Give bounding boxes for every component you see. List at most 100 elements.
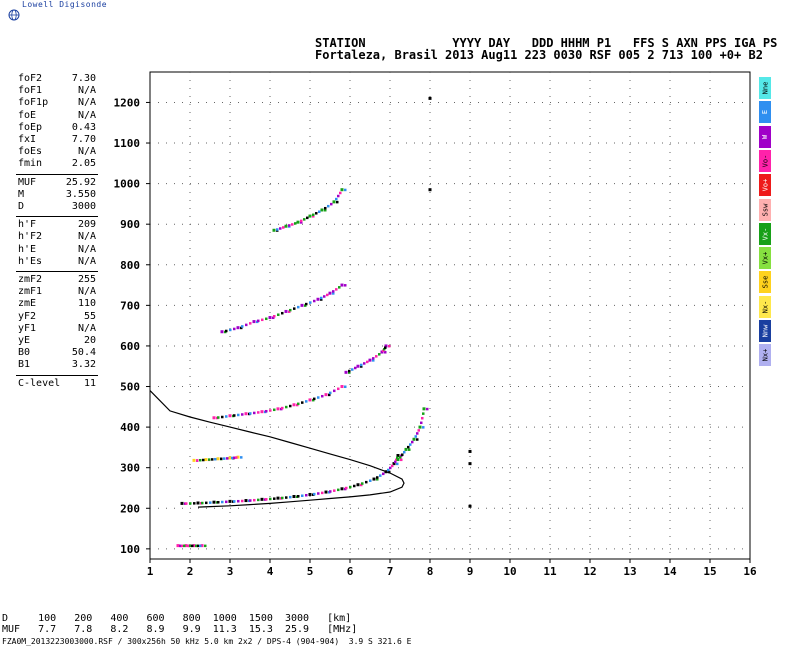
echo-point [276, 496, 280, 500]
echo-point [369, 479, 372, 482]
param-row: yF2 55 [18, 311, 96, 323]
echo-point [292, 403, 296, 407]
echo-point [388, 470, 391, 474]
param-row: B1 3.32 [18, 359, 96, 371]
legend-entry: Nnw [759, 320, 771, 342]
echo-point [200, 544, 204, 548]
y-tick-label: 1000 [114, 178, 141, 191]
echo-point [257, 498, 260, 502]
echo-point [339, 191, 342, 195]
echo-point [384, 344, 388, 348]
echo-point [282, 226, 285, 229]
echo-point [317, 492, 320, 495]
echo-point [228, 499, 232, 503]
echo-point [284, 224, 288, 228]
echo-point [229, 328, 232, 332]
param-row: B0 50.4 [18, 347, 96, 359]
echo-point [344, 370, 348, 374]
echo-point [208, 458, 211, 461]
echo-point [293, 307, 296, 310]
echo-point [297, 494, 300, 498]
param-key: C-level [18, 377, 61, 389]
echo-point [288, 310, 291, 313]
param-value: 7.30 [71, 73, 96, 84]
x-tick-label: 13 [623, 565, 636, 578]
legend-entry: Vo+ [759, 174, 771, 197]
param-key: fxI [18, 134, 37, 145]
echo-point [337, 387, 340, 391]
echo-point [233, 414, 236, 417]
x-tick-label: 2 [187, 565, 194, 578]
legend-entry: Nne [759, 77, 771, 99]
param-value: 3000 [71, 201, 96, 212]
echo-point [340, 188, 344, 192]
echo-point [233, 500, 236, 503]
x-tick-label: 1 [147, 565, 154, 578]
echo-point [300, 219, 303, 223]
y-tick-label: 600 [120, 340, 140, 353]
echo-point [199, 458, 202, 462]
echo-point [233, 456, 236, 460]
echo-point [281, 496, 284, 500]
echo-point [408, 448, 411, 451]
param-key: yE [18, 335, 31, 346]
x-tick-label: 9 [467, 565, 474, 578]
echo-point [294, 222, 297, 225]
echo-point [257, 319, 260, 323]
echo-point [348, 371, 351, 374]
echo-point [409, 443, 412, 446]
echo-point [260, 410, 264, 414]
echo-point [308, 214, 312, 218]
echo-point [261, 318, 264, 322]
echo-point [236, 326, 240, 330]
param-key: D [18, 201, 25, 212]
echo-point [179, 544, 182, 548]
param-value: N/A [77, 146, 96, 158]
header-values: Fortaleza, Brasil 2013 Aug11 223 0030 RS… [315, 48, 763, 62]
param-value: 50.4 [71, 347, 96, 359]
param-key: B1 [18, 359, 31, 371]
echo-point [332, 292, 335, 295]
profile-curve [149, 390, 405, 508]
x-tick-label: 8 [427, 565, 434, 578]
y-tick-label: 800 [120, 259, 140, 272]
echo-point [303, 218, 306, 221]
echo-point [351, 368, 354, 371]
echo-point [189, 502, 192, 505]
echo-point [296, 220, 300, 224]
echo-point [236, 455, 240, 459]
echo-point [335, 288, 338, 291]
echo-point [324, 206, 327, 210]
file-info: FZA0M_2013223003000.RSF / 300x256h 50 kH… [2, 637, 412, 646]
echo-point [382, 349, 385, 353]
echo-point [428, 96, 432, 100]
echo-point [300, 221, 303, 224]
echo-point [292, 495, 296, 499]
echo-point [187, 544, 190, 548]
param-key: MUF [18, 176, 37, 188]
echo-point [340, 487, 344, 491]
legend-label: Nne [761, 81, 770, 95]
param-value: 3.550 [65, 188, 96, 200]
echo-point [328, 393, 331, 397]
echo-point [338, 286, 341, 289]
echo-point [326, 293, 329, 297]
legend-label: E [761, 110, 769, 115]
echo-point [273, 497, 276, 500]
echo-point [321, 394, 324, 398]
echo-point [324, 208, 327, 212]
legend-label: Vo+ [761, 178, 770, 192]
muf-row: MUF 7.7 7.8 8.2 8.9 9.9 11.3 15.3 25.9 [… [2, 624, 358, 635]
echo-point [231, 456, 234, 460]
echo-point [372, 477, 376, 481]
echo-point [468, 504, 472, 508]
echo-point [272, 316, 275, 320]
x-tick-label: 10 [503, 565, 516, 578]
x-tick-label: 4 [267, 565, 274, 578]
echo-point [327, 204, 330, 208]
param-row: fxI 7.70 [18, 134, 96, 146]
plot-frame [149, 71, 751, 560]
echo-point [422, 407, 426, 411]
x-tick-label: 16 [743, 565, 757, 578]
param-row: h'F 209 [18, 219, 96, 231]
